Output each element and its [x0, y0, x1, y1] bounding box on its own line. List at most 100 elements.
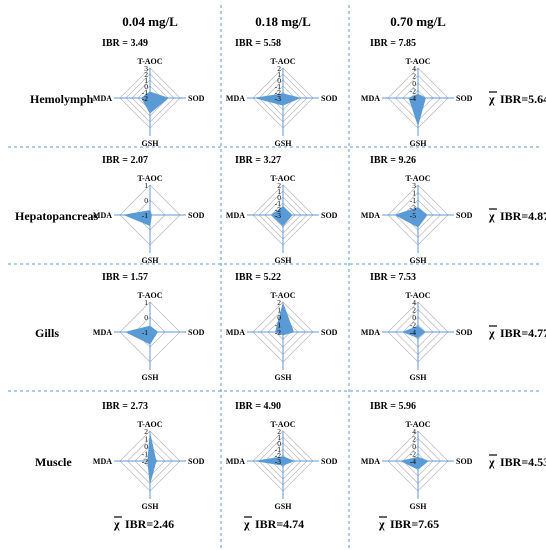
ibr-label: IBR = 3.49: [102, 38, 148, 49]
tick-label: -2: [142, 457, 148, 466]
axis-label-gsh: GSH: [410, 139, 428, 148]
tick-label: 1: [144, 76, 148, 85]
ibr-label: IBR = 5.96: [370, 401, 416, 412]
col-mean-0-70: χ IBR=7.65: [378, 516, 439, 531]
tick-label: -2: [142, 94, 148, 103]
tick-label: 1: [144, 435, 148, 444]
column-header-1: 0.04 mg/L: [122, 14, 178, 29]
row-label-hepatopancreas: Hepatopancreas: [15, 209, 98, 223]
axis-label-sod: SOD: [321, 328, 338, 337]
tick-label: -3: [275, 211, 281, 220]
axis-label-t-aoc: T-AOC: [137, 174, 162, 183]
axis-label-mda: MDA: [361, 94, 380, 103]
tick-label: 2: [144, 427, 148, 436]
tick-label: 2: [277, 181, 281, 190]
axis-label-mda: MDA: [226, 328, 245, 337]
tick-label: -2: [410, 321, 416, 330]
tick-label: 0: [412, 79, 416, 88]
radar-panel: IBR = 4.90 210-1-2-3 T-AOC SOD GSH MDA: [226, 401, 338, 511]
axis-label-sod: SOD: [456, 328, 473, 337]
row-label-gills: Gills: [35, 326, 59, 340]
row-mean-muscle: χ IBR=4.53: [488, 454, 546, 469]
tick-label: -1: [410, 196, 416, 205]
tick-label: 4: [412, 427, 416, 436]
tick-label: -1: [142, 88, 148, 97]
axis-label-sod: SOD: [321, 211, 338, 220]
ibr-label: IBR = 2.07: [102, 155, 148, 166]
axis-label-gsh: GSH: [410, 373, 428, 382]
mean-symbol: χ: [488, 326, 495, 340]
tick-label: -2: [275, 88, 281, 97]
ibr-label: IBR = 2.73: [102, 401, 148, 412]
axis-label-gsh: GSH: [275, 139, 293, 148]
row-mean-gills: χ IBR=4.77: [488, 325, 546, 340]
tick-label: -2: [410, 87, 416, 96]
axis-label-t-aoc: T-AOC: [270, 420, 295, 429]
axis-label-mda: MDA: [361, 328, 380, 337]
data-area: [147, 433, 157, 484]
axis-label-t-aoc: T-AOC: [270, 57, 295, 66]
row-mean-label: IBR=5.64: [500, 92, 546, 106]
tick-label: -3: [275, 94, 281, 103]
axis-label-t-aoc: T-AOC: [405, 420, 430, 429]
ibr-label: IBR = 7.85: [370, 38, 416, 49]
axis-label-gsh: GSH: [142, 256, 160, 265]
axis-label-mda: MDA: [93, 457, 112, 466]
row-mean-label: IBR=4.77: [500, 326, 546, 340]
axis-label-gsh: GSH: [275, 502, 293, 511]
axis-label-sod: SOD: [456, 94, 473, 103]
radar-panel: IBR = 1.57 1 0 -1 T-AOC SOD GSH MDA: [93, 272, 205, 382]
tick-label: -1: [275, 199, 281, 208]
axis-label-mda: MDA: [93, 94, 112, 103]
radar-panel: IBR = 9.26 31-1-3-5 T-AOC SOD GSH MDA: [361, 155, 473, 265]
tick-label: -2: [275, 205, 281, 214]
tick-label: 0: [144, 313, 148, 322]
tick-label: 4: [412, 298, 416, 307]
ibr-label: IBR = 5.22: [235, 272, 281, 283]
radar-panel: IBR = 5.22 210-1-2 T-AOC SOD GSH MDA: [226, 272, 338, 382]
tick-label: -4: [410, 94, 416, 103]
axis-label-sod: SOD: [188, 328, 205, 337]
tick-label: -3: [275, 457, 281, 466]
column-header-3: 0.70 mg/L: [390, 14, 446, 29]
ibr-label: IBR = 1.57: [102, 272, 148, 283]
tick-label: 2: [412, 435, 416, 444]
tick-label: 1: [144, 181, 148, 190]
tick-label: -2: [275, 451, 281, 460]
tick-label: -5: [410, 211, 416, 220]
tick-label: 0: [144, 196, 148, 205]
axis-label-gsh: GSH: [410, 502, 428, 511]
radar-panel: IBR = 7.53 420-2-4 T-AOC SOD GSH MDA: [361, 272, 473, 382]
row-label-hemolymph: Hemolymph: [30, 92, 94, 106]
axis-label-sod: SOD: [321, 457, 338, 466]
axis-label-mda: MDA: [93, 211, 112, 220]
mean-symbol: χ: [113, 517, 120, 531]
mean-symbol: χ: [488, 92, 495, 106]
tick-label: 1: [277, 433, 281, 442]
axis-label-t-aoc: T-AOC: [405, 291, 430, 300]
axis-label-sod: SOD: [188, 211, 205, 220]
ibr-label: IBR = 5.58: [235, 38, 281, 49]
axis-label-gsh: GSH: [275, 256, 293, 265]
tick-label: 1: [412, 189, 416, 198]
tick-label: -3: [410, 204, 416, 213]
axis-label-t-aoc: T-AOC: [137, 57, 162, 66]
axis-label-sod: SOD: [188, 457, 205, 466]
tick-label: -1: [142, 211, 148, 220]
axis-label-gsh: GSH: [142, 139, 160, 148]
tick-label: 0: [412, 313, 416, 322]
ibr-label: IBR = 4.90: [235, 401, 281, 412]
ibr-label: IBR = 7.53: [370, 272, 416, 283]
tick-label: 0: [277, 76, 281, 85]
mean-symbol: χ: [488, 209, 495, 223]
ibr-label: IBR = 3.27: [235, 155, 281, 166]
radar-panel: IBR = 2.73 210-1-2 T-AOC SOD GSH MDA: [93, 401, 205, 511]
tick-label: -4: [410, 328, 416, 337]
tick-label: 2: [412, 72, 416, 81]
axis-label-gsh: GSH: [142, 373, 160, 382]
axis-label-mda: MDA: [361, 457, 380, 466]
axis-label-mda: MDA: [361, 211, 380, 220]
col-mean-label: IBR=7.65: [390, 517, 439, 531]
row-mean-label: IBR=4.53: [500, 455, 546, 469]
axis-label-sod: SOD: [188, 94, 205, 103]
